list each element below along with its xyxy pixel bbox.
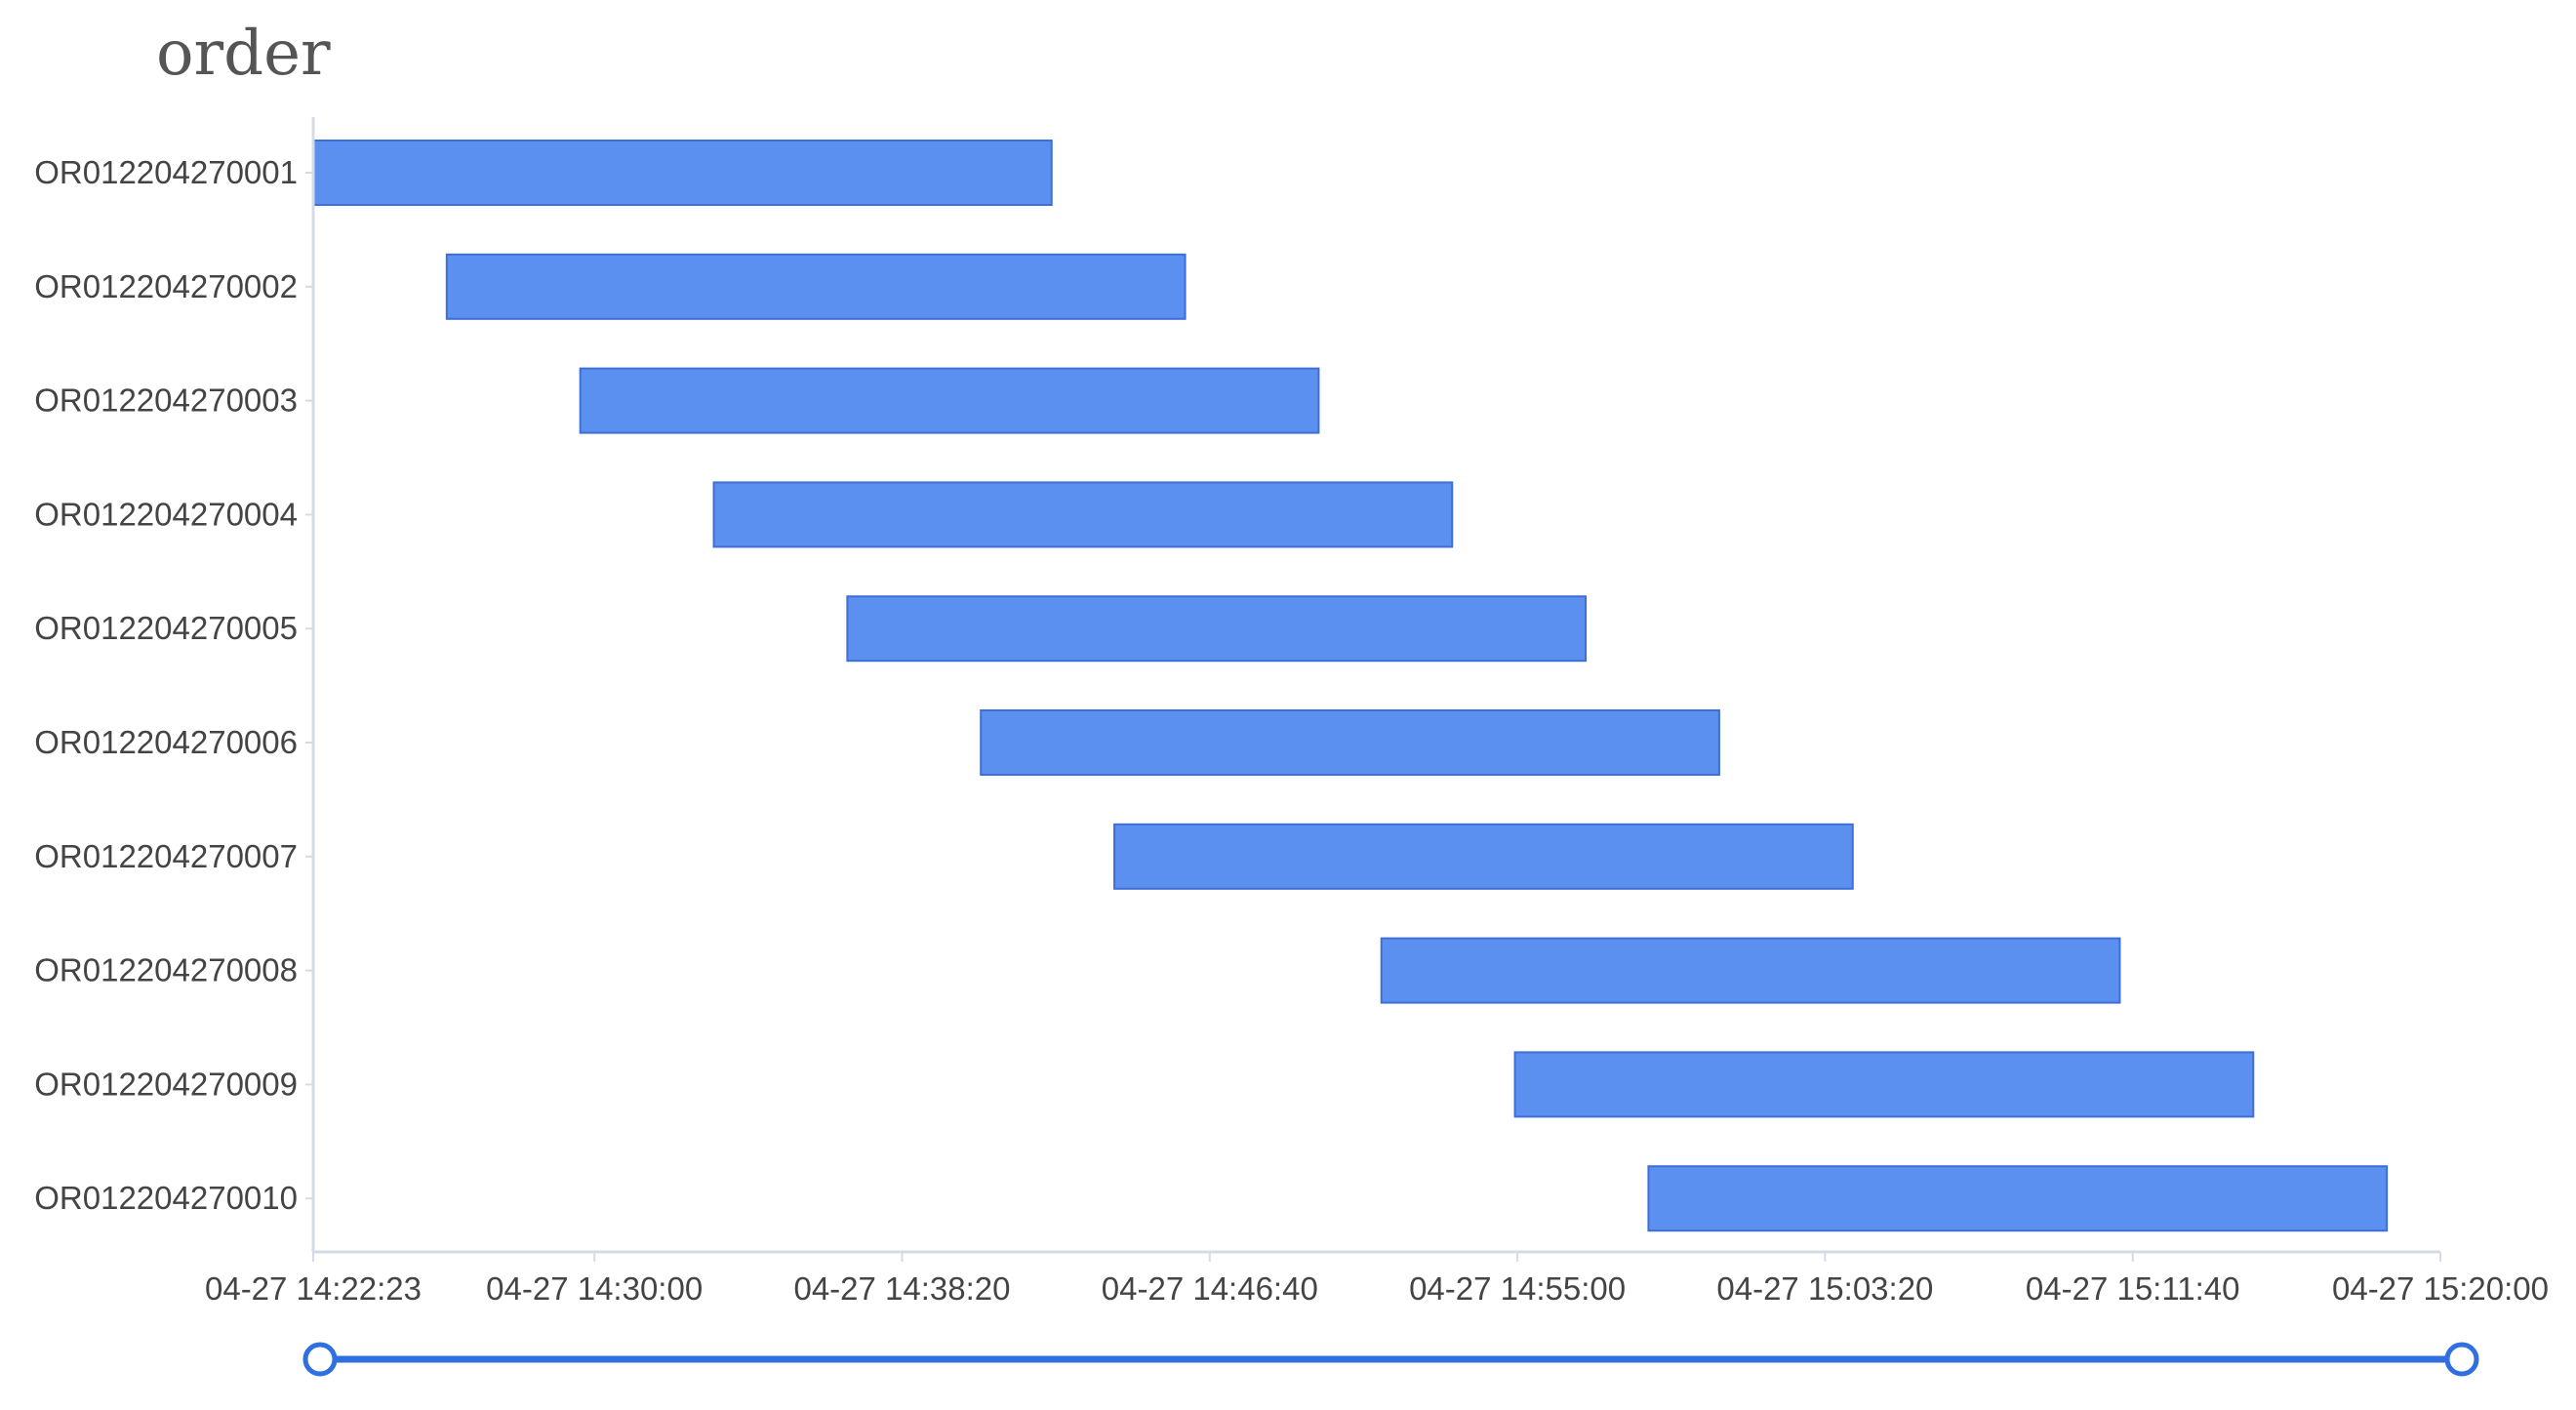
category-label: OR012204270009 (34, 1066, 298, 1102)
x-tick-label: 04-27 14:38:20 (793, 1270, 1010, 1307)
bar-OR012204270009[interactable] (1513, 1051, 2255, 1118)
category-label: OR012204270001 (34, 154, 298, 190)
bar-OR012204270010[interactable] (1647, 1165, 2389, 1232)
zoom-slider-start-handle[interactable] (302, 1342, 338, 1377)
bar-OR012204270004[interactable] (712, 481, 1454, 548)
x-tick-label: 04-27 15:03:20 (1716, 1270, 1933, 1307)
x-tick-label: 04-27 15:20:00 (2332, 1270, 2549, 1307)
bar-OR012204270002[interactable] (445, 253, 1187, 320)
bar-OR012204270001[interactable] (312, 140, 1053, 206)
category-label: OR012204270010 (34, 1180, 298, 1216)
category-labels: OR012204270001 OR012204270002 OR0122042700… (34, 154, 313, 1216)
category-label: OR012204270006 (34, 724, 298, 760)
zoom-slider[interactable] (302, 1342, 2479, 1377)
category-label: OR012204270008 (34, 952, 298, 988)
bar-OR012204270008[interactable] (1380, 937, 2121, 1004)
bar-OR012204270003[interactable] (579, 367, 1320, 434)
bars-layer (312, 140, 2389, 1232)
category-label: OR012204270007 (34, 838, 298, 874)
bar-OR012204270007[interactable] (1113, 823, 1854, 890)
zoom-slider-end-handle[interactable] (2444, 1342, 2479, 1377)
category-label: OR012204270005 (34, 610, 298, 646)
category-label: OR012204270004 (34, 496, 298, 532)
category-label: OR012204270002 (34, 268, 298, 304)
chart-title: order (156, 18, 331, 90)
x-tick-label: 04-27 14:55:00 (1409, 1270, 1626, 1307)
x-tick-label: 04-27 14:22:23 (205, 1270, 422, 1307)
category-label: OR012204270003 (34, 383, 298, 419)
bar-OR012204270006[interactable] (980, 709, 1720, 776)
x-tick-label: 04-27 14:46:40 (1102, 1270, 1318, 1307)
bar-OR012204270005[interactable] (846, 595, 1588, 663)
x-axis-ticks: 04-27 14:22:23 04-27 14:30:00 04-27 14:38:… (205, 1252, 2549, 1307)
x-tick-label: 04-27 14:30:00 (486, 1270, 703, 1307)
x-tick-label: 04-27 15:11:40 (2026, 1270, 2240, 1307)
